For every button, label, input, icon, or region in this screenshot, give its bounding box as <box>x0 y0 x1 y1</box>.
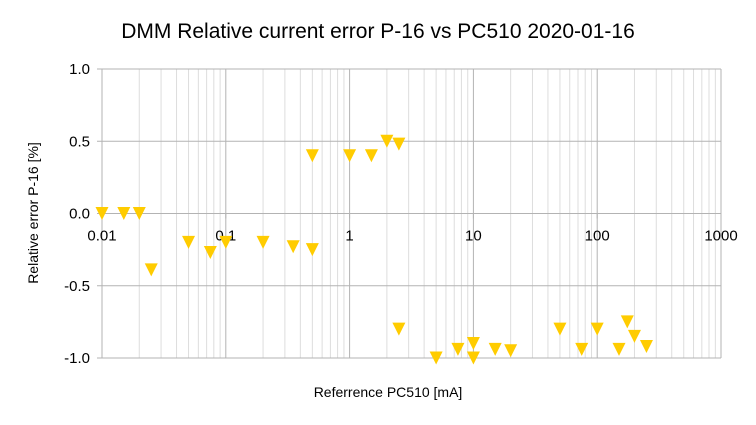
y-tick-label: 0.0 <box>69 206 90 223</box>
y-tick-label: 0.5 <box>69 133 90 150</box>
y-tick-label: -0.5 <box>64 278 90 295</box>
y-axis-label: Relative error P-16 [%] <box>25 142 41 284</box>
data-points <box>95 134 653 365</box>
x-tick-label: 100 <box>585 228 610 245</box>
data-point <box>343 149 357 163</box>
data-point <box>305 149 319 163</box>
x-tick-label: 1000 <box>704 228 737 245</box>
data-point <box>627 329 641 343</box>
data-point <box>620 315 634 329</box>
x-tick-label: 1 <box>345 228 353 245</box>
data-point <box>466 337 480 351</box>
data-point <box>219 235 233 249</box>
data-point <box>132 207 146 220</box>
data-point <box>117 207 131 220</box>
data-point <box>144 263 158 277</box>
data-point <box>95 207 109 220</box>
x-axis-label: Referrence PC510 [mA] <box>313 384 463 400</box>
data-point <box>182 235 196 249</box>
data-point <box>612 342 626 356</box>
data-point <box>590 322 604 336</box>
x-tick-label: 10 <box>465 228 482 245</box>
data-point <box>286 240 300 254</box>
data-point <box>364 149 378 163</box>
data-point <box>392 137 406 151</box>
data-point <box>451 342 465 356</box>
data-point <box>380 134 394 148</box>
data-point <box>203 246 217 260</box>
data-point <box>429 351 443 365</box>
data-point <box>392 322 406 336</box>
data-point <box>575 342 589 356</box>
data-point <box>553 322 567 336</box>
data-point <box>488 342 502 356</box>
data-point <box>466 351 480 365</box>
data-point <box>504 344 518 358</box>
y-tick-label: 1.0 <box>69 61 90 78</box>
chart-title: DMM Relative current error P-16 vs PC510… <box>121 20 635 43</box>
data-point <box>639 339 653 353</box>
data-point <box>256 235 270 249</box>
data-point <box>305 243 319 257</box>
x-tick-label: 0.01 <box>87 228 116 245</box>
y-tick-label: -1.0 <box>64 350 90 367</box>
